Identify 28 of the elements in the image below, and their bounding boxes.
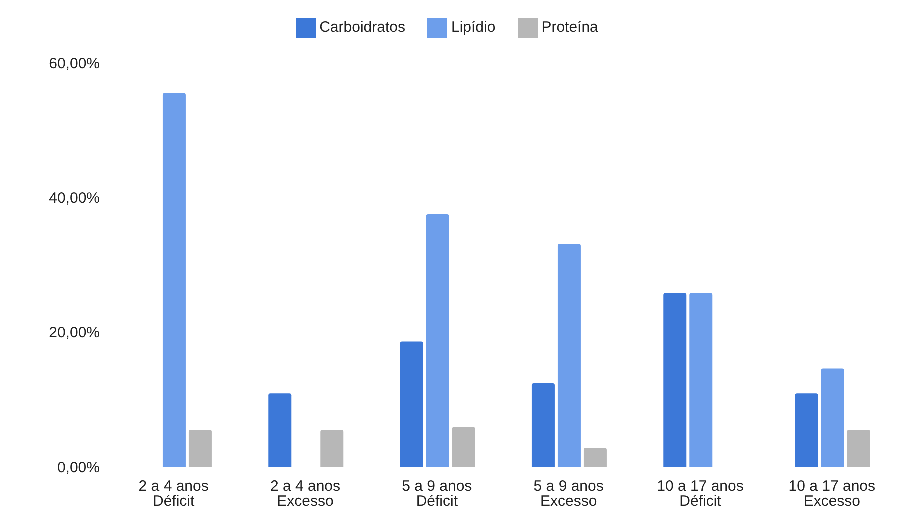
y-tick-label: 20,00% xyxy=(49,324,100,342)
x-tick-label: 10 a 17 anos Déficit xyxy=(657,478,744,510)
bar xyxy=(452,427,476,467)
y-tick-label: 0,00% xyxy=(57,459,100,476)
bar xyxy=(532,384,555,467)
x-tick-label: 5 a 9 anos Déficit xyxy=(402,478,472,510)
x-tick-label: 10 a 17 anos Excesso xyxy=(788,478,876,510)
bar xyxy=(821,368,844,467)
bar xyxy=(847,430,870,467)
bar xyxy=(558,244,581,467)
x-tick-label: 2 a 4 anos Déficit xyxy=(138,478,209,510)
bar xyxy=(162,93,186,467)
legend-label: Lipídio xyxy=(451,18,496,36)
y-tick-label: 40,00% xyxy=(49,190,100,207)
x-tick-label: 2 a 4 anos Excesso xyxy=(270,478,341,510)
bar xyxy=(584,448,607,467)
bar xyxy=(795,394,818,467)
x-tick-label: 5 a 9 anos Excesso xyxy=(534,478,604,510)
bar xyxy=(664,293,687,467)
legend-label: Proteína xyxy=(542,18,598,36)
bar xyxy=(188,430,212,467)
bar xyxy=(268,394,292,467)
y-tick-label: 60,00% xyxy=(49,55,100,72)
bar xyxy=(400,342,424,467)
bar xyxy=(426,214,450,467)
bar xyxy=(320,430,344,467)
bar xyxy=(690,293,713,467)
legend-label: Carboidratos xyxy=(320,18,406,36)
